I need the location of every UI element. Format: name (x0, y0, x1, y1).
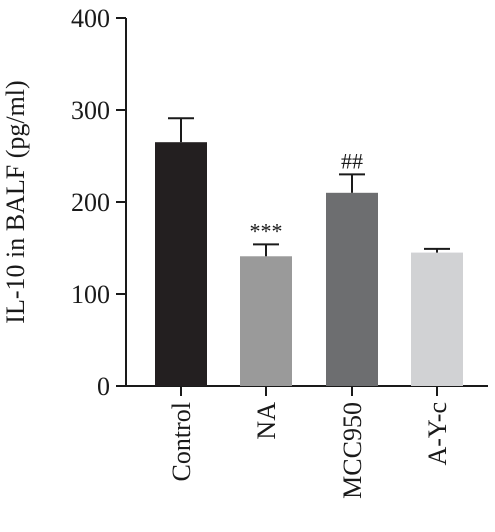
bar-mcc950 (326, 192, 378, 386)
annotations: *** ## (250, 148, 364, 243)
bars (155, 142, 463, 386)
x-axis: Control NA MCC950 A-Y-c (125, 385, 488, 499)
x-tick-label: Control (167, 402, 196, 481)
y-tick-label: 0 (97, 372, 110, 401)
x-tick-label: NA (252, 402, 281, 440)
y-axis: 0 100 200 300 400 (71, 4, 127, 401)
y-axis-label: IL-10 in BALF (pg/ml) (1, 80, 30, 323)
bar-na (240, 256, 292, 386)
y-tick-label: 200 (71, 188, 110, 217)
y-tick-label: 400 (71, 4, 110, 33)
y-tick-label: 300 (71, 96, 110, 125)
x-tick-label: A-Y-c (423, 402, 452, 466)
significance-annotation: ## (341, 148, 363, 173)
bar-control (155, 142, 207, 386)
significance-annotation: *** (250, 218, 283, 243)
error-bars (168, 117, 450, 257)
y-tick-label: 100 (71, 280, 110, 309)
y-ticks: 0 100 200 300 400 (71, 4, 126, 401)
bar-a-y-c (411, 252, 463, 386)
x-ticks: Control NA MCC950 A-Y-c (167, 386, 452, 499)
x-tick-label: MCC950 (338, 402, 367, 499)
